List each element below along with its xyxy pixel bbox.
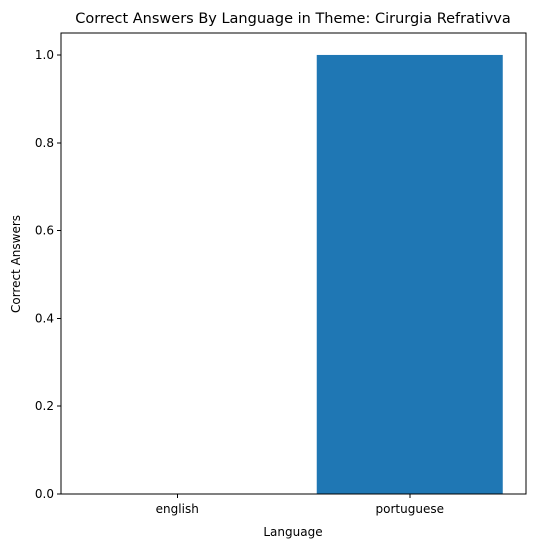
y-axis-ticks: 0.0 0.2 0.4 0.6 0.8 1.0 [35,48,61,501]
y-tick-label: 0.6 [35,224,54,238]
bar-portuguese [316,54,503,494]
y-tick-label: 0.8 [35,136,54,150]
x-axis-label: Language [263,525,322,539]
y-tick-label: 0.0 [35,487,54,501]
plot-frame [60,32,527,495]
x-tick-label: english [156,502,199,516]
x-axis-ticks: english portuguese [156,494,444,516]
y-tick-label: 0.2 [35,399,54,413]
y-tick-label: 0.4 [35,311,54,325]
chart-title: Correct Answers By Language in Theme: Ci… [75,11,511,27]
bars-group [316,54,503,494]
x-tick-label: portuguese [376,502,444,516]
y-tick-label: 1.0 [35,48,54,62]
y-axis-label: Correct Answers [9,215,23,313]
